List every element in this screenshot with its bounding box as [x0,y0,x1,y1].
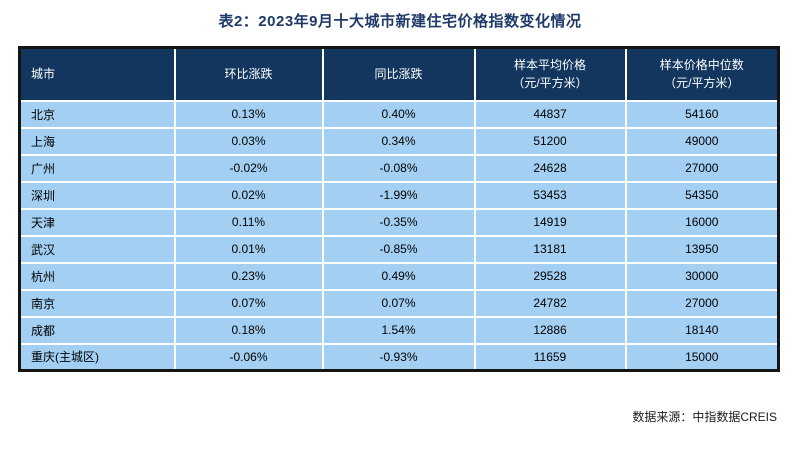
mom-change-cell: 0.07% [173,288,324,318]
mom-change-cell: -0.06% [173,342,324,372]
mom-change-cell: 0.18% [173,315,324,345]
city-cell: 南京 [18,288,176,318]
table-row: 重庆(主城区) -0.06% -0.93% 11659 15000 [18,342,780,372]
header-row: 城市 环比涨跌 同比涨跌 样本平均价格 （元/平方米） [18,46,780,102]
city-cell: 杭州 [18,261,176,291]
median-price-cell: 54160 [624,99,780,129]
table-row: 上海 0.03% 0.34% 51200 49000 [18,126,780,156]
avg-price-cell: 44837 [473,99,627,129]
median-price-cell: 27000 [624,153,780,183]
table-body: 北京 0.13% 0.40% 44837 54160 上海 0.03% 0.34… [18,99,780,372]
mom-change-cell: 0.02% [173,180,324,210]
mom-change-cell: 0.23% [173,261,324,291]
yoy-change-cell: 0.40% [321,99,476,129]
yoy-change-cell: -0.85% [321,234,476,264]
avg-price-cell: 13181 [473,234,627,264]
table-row: 广州 -0.02% -0.08% 24628 27000 [18,153,780,183]
mom-change-cell: -0.02% [173,153,324,183]
avg-price-cell: 14919 [473,207,627,237]
header-city: 城市 [18,46,176,102]
median-price-cell: 15000 [624,342,780,372]
avg-price-cell: 29528 [473,261,627,291]
header-yoy: 同比涨跌 [321,46,476,102]
table-row: 武汉 0.01% -0.85% 13181 13950 [18,234,780,264]
header-median-price: 样本价格中位数 （元/平方米） [624,46,780,102]
median-price-cell: 18140 [624,315,780,345]
median-price-cell: 30000 [624,261,780,291]
header-mom-label: 环比涨跌 [224,67,273,82]
median-price-cell: 54350 [624,180,780,210]
yoy-change-cell: -0.08% [321,153,476,183]
yoy-change-cell: 1.54% [321,315,476,345]
header-avg-price-label: 样本平均价格 [513,58,586,73]
header-avg-price: 样本平均价格 （元/平方米） [473,46,627,102]
avg-price-cell: 53453 [473,180,627,210]
yoy-change-cell: 0.34% [321,126,476,156]
table-header: 城市 环比涨跌 同比涨跌 样本平均价格 （元/平方米） [18,46,780,102]
median-price-cell: 16000 [624,207,780,237]
city-cell: 成都 [18,315,176,345]
avg-price-cell: 12886 [473,315,627,345]
avg-price-cell: 51200 [473,126,627,156]
median-price-cell: 27000 [624,288,780,318]
city-cell: 武汉 [18,234,176,264]
data-source-note: 数据来源：中指数据CREIS [632,410,777,424]
header-avg-price-sub: （元/平方米） [512,76,588,91]
yoy-change-cell: -0.93% [321,342,476,372]
header-city-label: 城市 [31,67,56,82]
yoy-change-cell: 0.07% [321,288,476,318]
yoy-change-cell: -1.99% [321,180,476,210]
price-index-table-wrap: 城市 环比涨跌 同比涨跌 样本平均价格 （元/平方米） [18,46,780,372]
avg-price-cell: 11659 [473,342,627,372]
median-price-cell: 49000 [624,126,780,156]
table-row: 深圳 0.02% -1.99% 53453 54350 [18,180,780,210]
table-title: 表2：2023年9月十大城市新建住宅价格指数变化情况 [218,13,582,30]
price-index-table: 城市 环比涨跌 同比涨跌 样本平均价格 （元/平方米） [18,46,780,372]
mom-change-cell: 0.13% [173,99,324,129]
mom-change-cell: 0.03% [173,126,324,156]
table-row: 成都 0.18% 1.54% 12886 18140 [18,315,780,345]
median-price-cell: 13950 [624,234,780,264]
avg-price-cell: 24782 [473,288,627,318]
city-cell: 重庆(主城区) [18,342,176,372]
avg-price-cell: 24628 [473,153,627,183]
city-cell: 北京 [18,99,176,129]
header-median-price-label: 样本价格中位数 [659,58,744,73]
city-cell: 广州 [18,153,176,183]
mom-change-cell: 0.11% [173,207,324,237]
table-row: 北京 0.13% 0.40% 44837 54160 [18,99,780,129]
table-row: 南京 0.07% 0.07% 24782 27000 [18,288,780,318]
table-row: 杭州 0.23% 0.49% 29528 30000 [18,261,780,291]
table-row: 天津 0.11% -0.35% 14919 16000 [18,207,780,237]
yoy-change-cell: -0.35% [321,207,476,237]
header-mom: 环比涨跌 [173,46,324,102]
header-yoy-label: 同比涨跌 [374,67,423,82]
yoy-change-cell: 0.49% [321,261,476,291]
header-median-price-sub: （元/平方米） [664,76,740,91]
mom-change-cell: 0.01% [173,234,324,264]
city-cell: 天津 [18,207,176,237]
city-cell: 深圳 [18,180,176,210]
city-cell: 上海 [18,126,176,156]
